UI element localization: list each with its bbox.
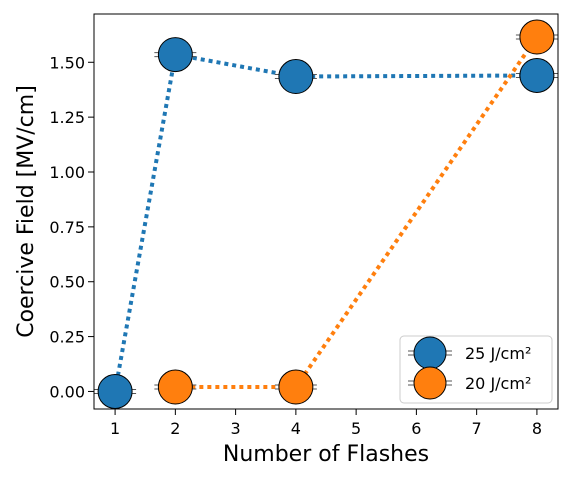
x-tick-label: 7 bbox=[472, 419, 482, 438]
y-axis-label: Coercive Field [MV/cm] bbox=[14, 85, 39, 338]
y-axis: 0.00 0.25 0.50 0.75 1.00 1.25 1.50 bbox=[49, 53, 94, 401]
legend-marker bbox=[414, 367, 446, 399]
x-tick-label: 4 bbox=[291, 419, 301, 438]
y-tick-label: 0.00 bbox=[49, 382, 85, 401]
y-tick-label: 0.50 bbox=[49, 273, 85, 292]
data-point bbox=[158, 38, 192, 72]
y-tick-label: 1.00 bbox=[49, 163, 85, 182]
data-point bbox=[520, 20, 554, 54]
series-line-1 bbox=[175, 37, 537, 387]
x-axis-label: Number of Flashes bbox=[223, 442, 429, 467]
legend-label: 25 J/cm² bbox=[465, 344, 531, 363]
x-tick-label: 2 bbox=[170, 419, 180, 438]
x-tick-label: 3 bbox=[231, 419, 241, 438]
x-tick-label: 1 bbox=[110, 419, 120, 438]
x-tick-label: 8 bbox=[532, 419, 542, 438]
data-point bbox=[279, 370, 313, 404]
legend-marker bbox=[414, 337, 446, 369]
x-tick-label: 5 bbox=[351, 419, 361, 438]
legend: 25 J/cm² 20 J/cm² bbox=[400, 336, 552, 403]
data-point bbox=[279, 60, 313, 94]
data-point bbox=[520, 58, 554, 92]
x-axis: 1 2 3 4 5 6 7 8 bbox=[110, 409, 542, 438]
y-tick-label: 1.50 bbox=[49, 53, 85, 72]
y-tick-label: 0.25 bbox=[49, 328, 85, 347]
y-tick-label: 1.25 bbox=[49, 108, 85, 127]
legend-label: 20 J/cm² bbox=[465, 374, 531, 393]
y-tick-label: 0.75 bbox=[49, 218, 85, 237]
data-point bbox=[158, 370, 192, 404]
x-tick-label: 6 bbox=[411, 419, 421, 438]
data-point bbox=[98, 374, 132, 408]
